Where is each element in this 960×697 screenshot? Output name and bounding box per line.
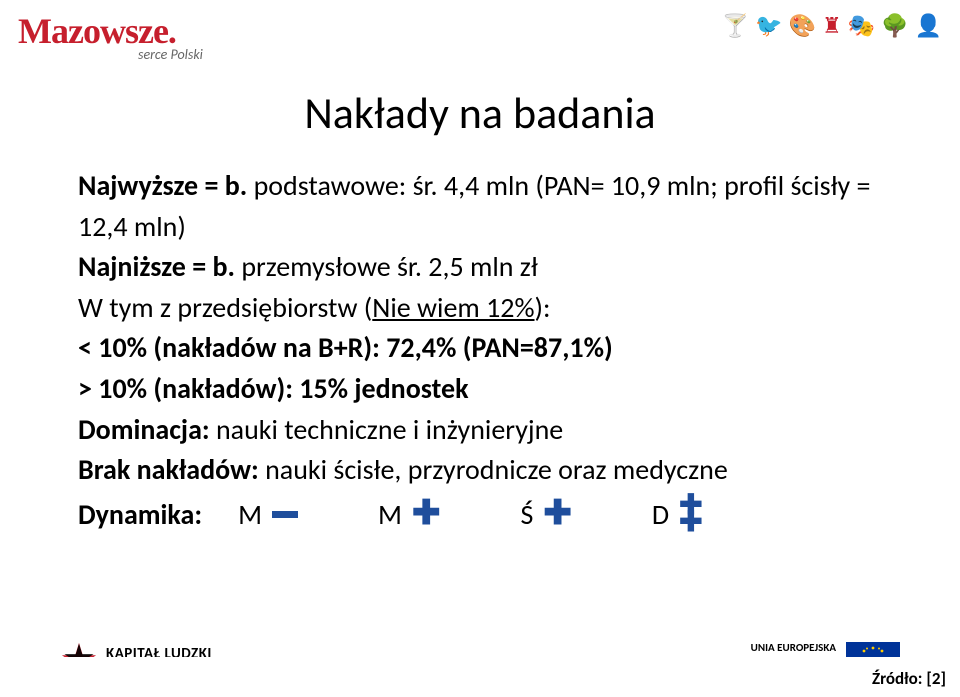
dyn-cat-0: M — [238, 497, 262, 532]
slide-header: Mazowsze. serce Polski 🍸 🐦 🎨 ♜ 🎭 🌳 👤 — [18, 10, 942, 63]
label-brak: Brak nakładów: — [78, 452, 259, 487]
dyn-cat-3: D — [652, 497, 669, 532]
label-dynamika: Dynamika: — [78, 497, 202, 532]
profile-icon: 👤 — [915, 12, 942, 39]
text-line2: przemysłowe śr. 2,5 mln zł — [235, 249, 538, 284]
plus-icon: ✚ — [412, 504, 441, 524]
text-line3-underline: Nie wiem 12% — [372, 290, 534, 325]
header-icon-strip: 🍸 🐦 🎨 ♜ 🎭 🌳 👤 — [722, 12, 942, 39]
mask-icon: 🎭 — [848, 12, 875, 39]
double-plus-icon: ✚✚ — [679, 497, 702, 531]
text-gt10: > 10% (nakładów): 15% jednostek — [78, 371, 469, 406]
dyn-cat-2: Ś — [520, 497, 533, 532]
mazowsze-tagline: serce Polski — [138, 46, 203, 63]
text-brak: nauki ścisłe, przyrodnicze oraz medyczne — [259, 452, 728, 487]
eu-main: UNIA EUROPEJSKA — [748, 642, 836, 655]
tree-icon: 🌳 — [881, 12, 908, 39]
dynamika-row: Dynamika: M M ✚ Ś ✚ D ✚✚ — [78, 497, 882, 532]
source-citation: Źródło: [2] — [872, 668, 946, 689]
slide-footer: KAPITAŁ LUDZKI NARODOWA STRATEGIA SPÓJNO… — [0, 641, 960, 697]
palette-icon: 🎨 — [789, 12, 816, 39]
body-text: Najwyższe = b. podstawowe: śr. 4,4 mln (… — [78, 166, 882, 491]
slide-title: Nakłady na badania — [78, 86, 882, 140]
mazowsze-logo-block: Mazowsze. serce Polski — [18, 10, 203, 63]
slide-content: Nakłady na badania Najwyższe = b. podsta… — [78, 86, 882, 532]
dyn-cat-1: M — [378, 497, 402, 532]
footer-bottom-strip — [0, 657, 960, 697]
label-najnizsze: Najniższe = b. — [78, 249, 235, 284]
minus-icon — [272, 511, 298, 518]
castle-icon: ♜ — [822, 12, 842, 39]
goblet-icon: 🍸 — [722, 12, 749, 39]
text-line3a: W tym z przedsiębiorstw ( — [78, 290, 372, 325]
plus-icon: ✚ — [543, 504, 572, 524]
bird-icon: 🐦 — [755, 12, 782, 39]
text-lt10: < 10% (nakładów na B+R): 72,4% (PAN=87,1… — [78, 330, 613, 365]
label-dominacja: Dominacja: — [78, 412, 210, 447]
text-dominacja: nauki techniczne i inżynieryjne — [210, 412, 564, 447]
label-najwyzsze: Najwyższe = b. — [78, 168, 247, 203]
text-line3b: ): — [535, 290, 551, 325]
